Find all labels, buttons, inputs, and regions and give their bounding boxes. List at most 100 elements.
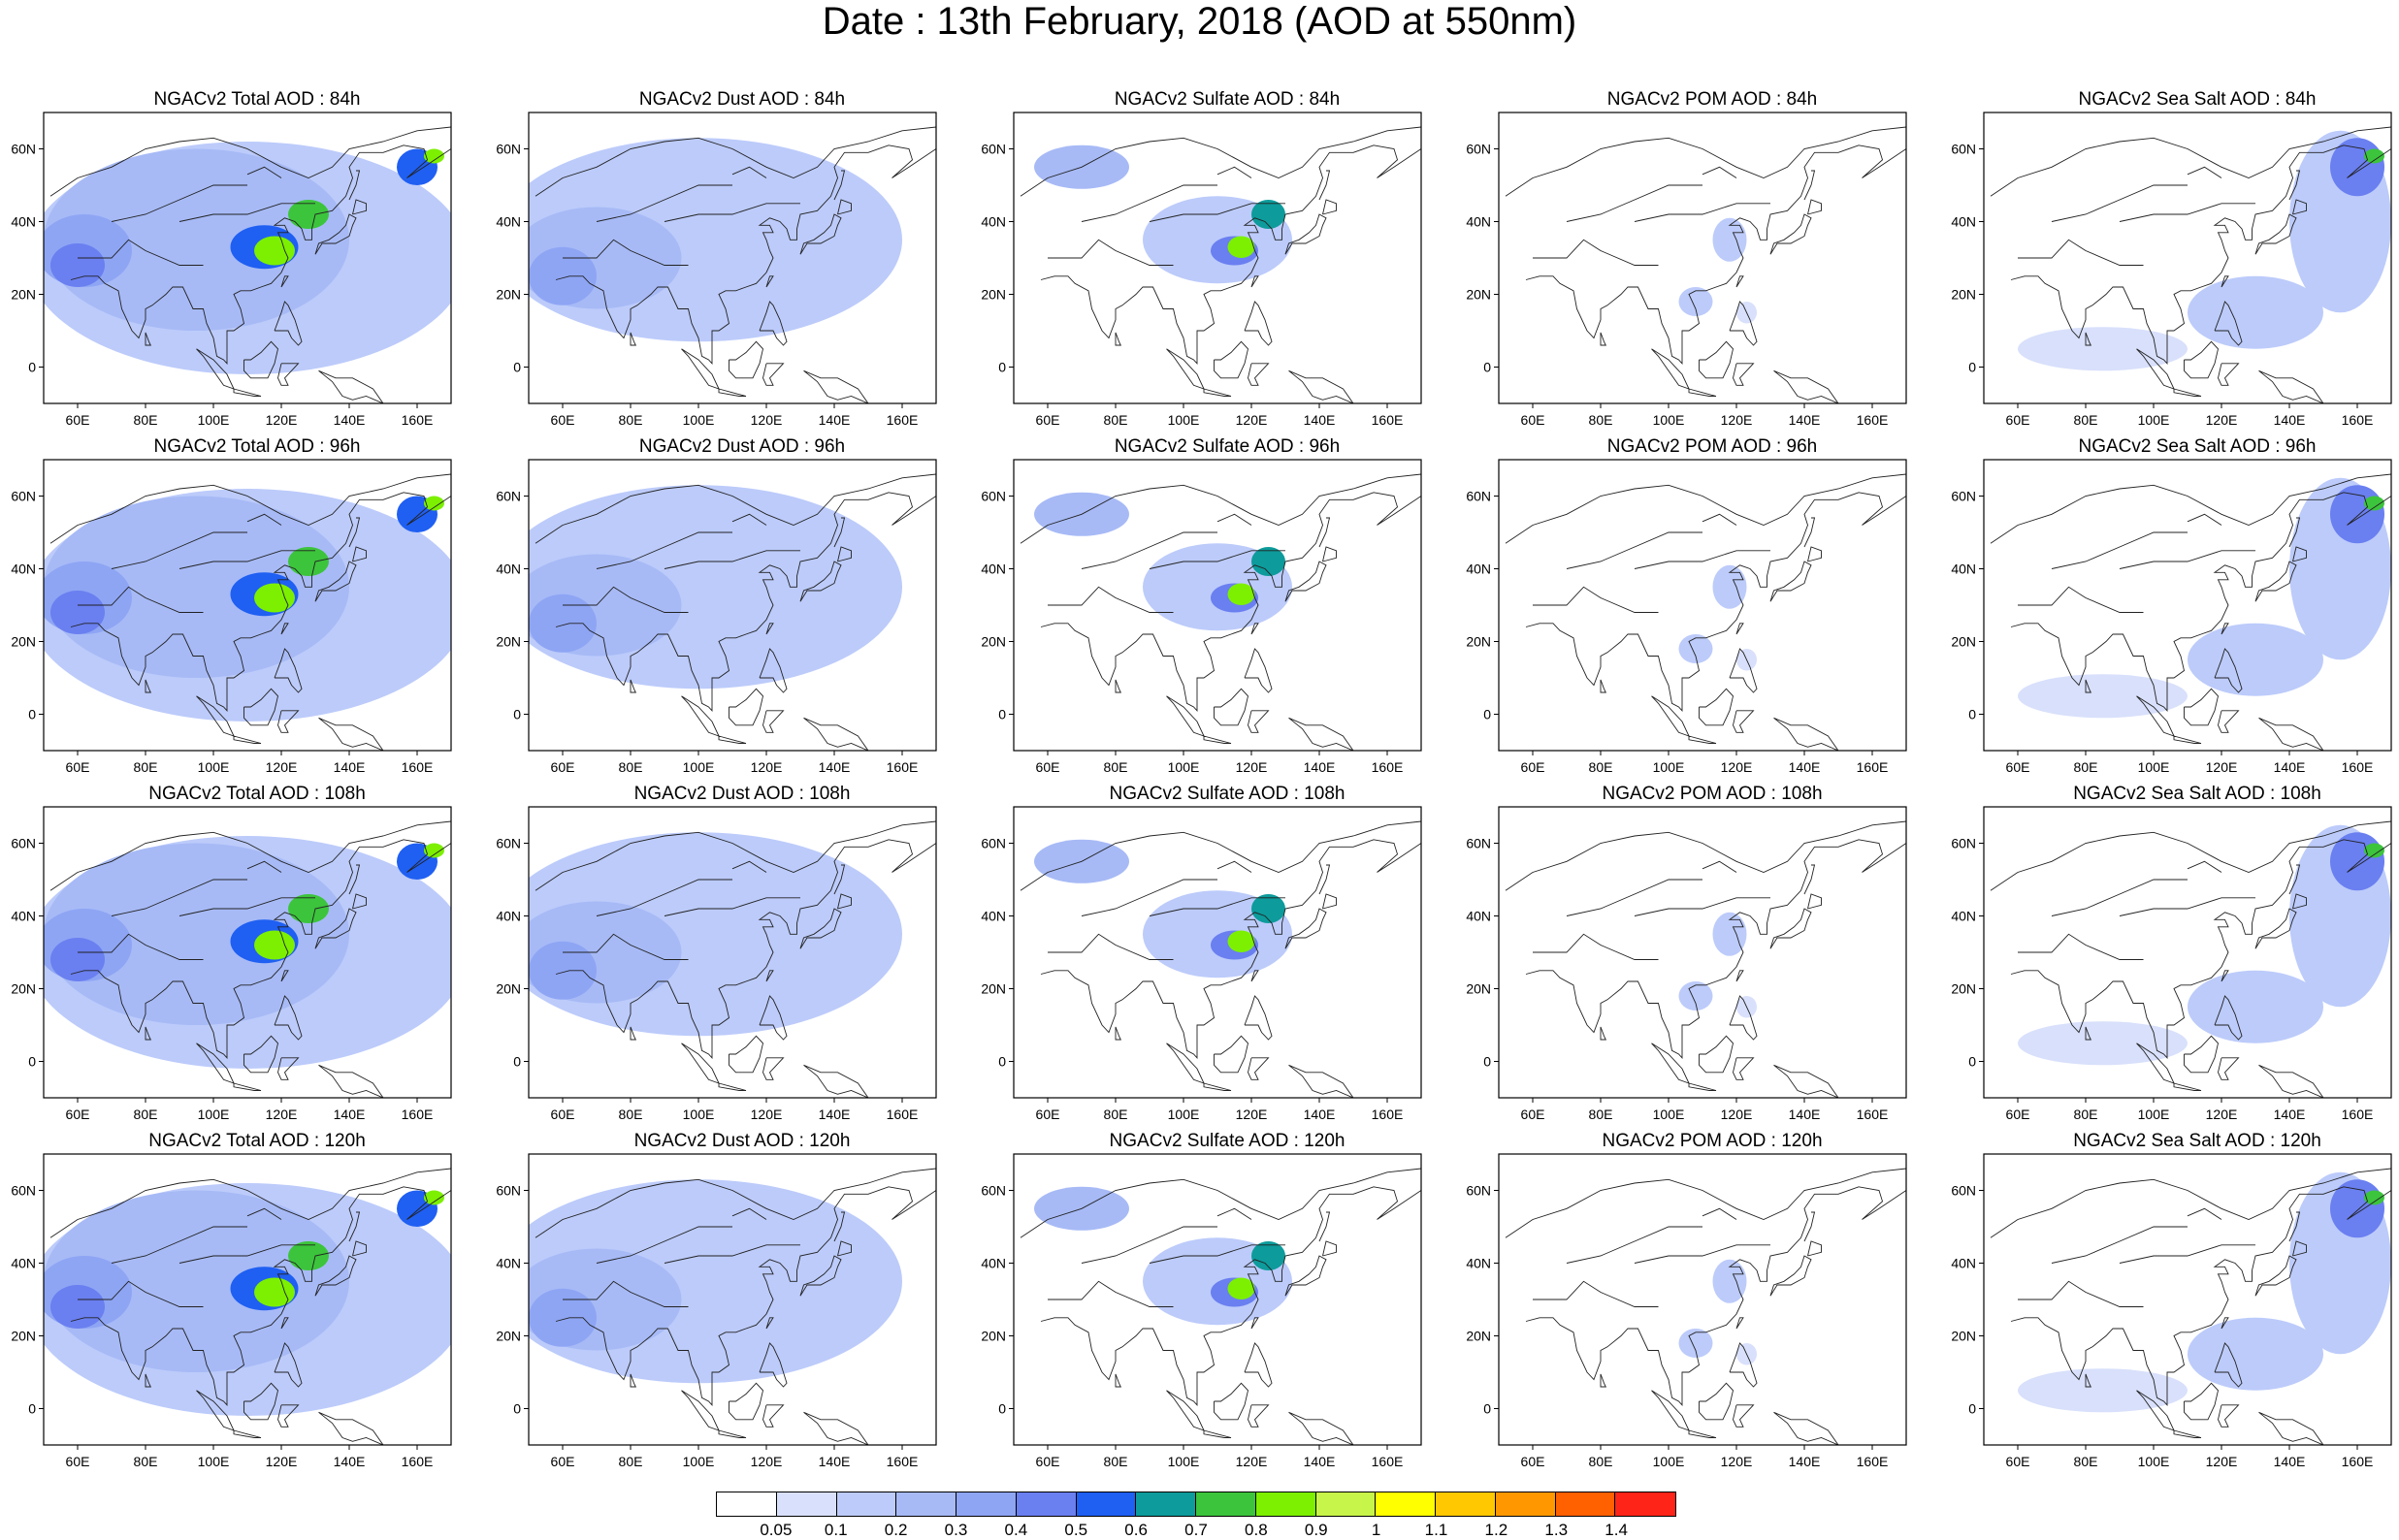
panel-title: NGACv2 POM AOD : 84h [1606,89,1818,110]
coastline [2218,1404,2240,1428]
aod-field [1678,564,1757,671]
aod-field [2018,130,2391,371]
lat-tick-label: 40N [496,561,521,577]
lon-tick-label: 100E [2138,1454,2170,1469]
coastline [596,879,732,916]
coastline [596,531,732,569]
lat-tick-label: 40N [981,561,1006,577]
coastline [759,301,788,346]
panel-title: NGACv2 Dust AOD : 108h [633,784,851,804]
coastline [1214,1035,1248,1074]
coastline [1040,839,1421,1059]
aod-blob [44,496,349,678]
coastline [1149,203,1285,222]
lon-tick-label: 140E [2274,1107,2306,1122]
coastline [1166,1390,1205,1431]
lat-tick-label: 60N [981,489,1006,504]
coastline [718,735,747,744]
aod-field [1034,1186,1292,1326]
lat-tick-label: 60N [1951,836,1976,851]
coastline [1203,388,1232,397]
coastline [2214,1342,2243,1388]
coastline [1990,126,2391,197]
coastline [1115,332,1122,346]
lon-tick-label: 100E [1168,412,1200,428]
coastline [2051,1226,2188,1264]
aod-blob [1227,1277,1255,1299]
aod-field [529,485,902,690]
coastline [664,550,800,569]
coastline [2085,1026,2092,1041]
aod-map: 60E 80E 100E 120E 140E 160E 60N 40N 20N 0 [1466,459,1907,775]
coastline [1990,820,2391,891]
coastline [1203,1082,1232,1091]
colorbar-label: 0.1 [824,1521,848,1539]
aod-field [1034,839,1292,979]
coastline [1318,1211,1331,1242]
lat-tick-label: 40N [1466,214,1491,230]
lat-tick-label: 20N [11,1329,36,1344]
coastline [1634,1244,1770,1264]
colorbar-label: 0.05 [760,1521,793,1539]
map-frame [43,806,452,1099]
aod-map: 60E 80E 100E 120E 140E 160E 60N 40N 20N 0 [11,806,452,1122]
lon-tick-label: 160E [402,1454,434,1469]
lat-tick-label: 0 [998,360,1006,375]
colorbar-boxes [716,1492,1676,1517]
coastlines [49,126,451,403]
coastline [1214,340,1248,379]
panel-title: NGACv2 Total AOD : 108h [148,784,366,804]
coastline [1773,717,1839,751]
aod-field [44,142,451,374]
coastline [630,332,637,346]
panel-title: NGACv2 POM AOD : 96h [1606,436,1818,457]
colorbar-swatch [717,1492,777,1516]
coastline [833,170,846,201]
lon-tick-label: 60E [2006,759,2030,775]
coastline [664,897,800,916]
lon-tick-label: 60E [2006,412,2030,428]
coastline [1566,531,1702,569]
coastline [2187,860,2222,873]
coastline [2218,1057,2240,1080]
coastline [2254,213,2297,255]
coastline [1081,1226,1217,1264]
coastline [111,1226,247,1264]
coastline [1533,1280,1659,1307]
coastline [2018,1280,2144,1307]
coastline [1803,864,1816,895]
coastline [2292,546,2307,562]
map-frame [1013,1153,1422,1446]
map-panel: NGACv2 Total AOD : 120h 60E 80E 100E 120E 140… [11,1131,470,1475]
lon-tick-label: 120E [1236,1454,1268,1469]
lat-tick-label: 20N [496,981,521,997]
coastline [799,561,842,602]
coastline [49,473,451,544]
coastline [1288,1064,1354,1098]
lon-tick-label: 80E [1589,1107,1613,1122]
colorbar-label: 0.7 [1184,1521,1208,1539]
coastline [681,1043,720,1084]
coastline [2018,239,2144,266]
lon-tick-label: 60E [66,412,90,428]
coastline [1600,1373,1607,1388]
coastline [1115,1373,1122,1388]
colorbar-label: 0.9 [1304,1521,1328,1539]
aod-blob [1678,1329,1713,1358]
lon-tick-label: 160E [402,1107,434,1122]
coastline [1166,695,1205,737]
coastline [78,239,204,266]
lat-tick-label: 40N [11,1256,36,1271]
lon-tick-label: 100E [683,1454,715,1469]
colorbar-label: 0.6 [1124,1521,1148,1539]
aod-blob [1712,564,1747,609]
colorbar-swatch [956,1492,1017,1516]
panel-title: NGACv2 POM AOD : 120h [1602,1131,1823,1151]
lat-tick-label: 20N [981,1329,1006,1344]
coastline [2051,879,2188,916]
coastline [2051,531,2188,569]
lon-tick-label: 120E [751,1107,783,1122]
lat-tick-label: 0 [28,1054,36,1070]
lon-tick-label: 140E [1789,1454,1821,1469]
coastline [246,513,282,526]
